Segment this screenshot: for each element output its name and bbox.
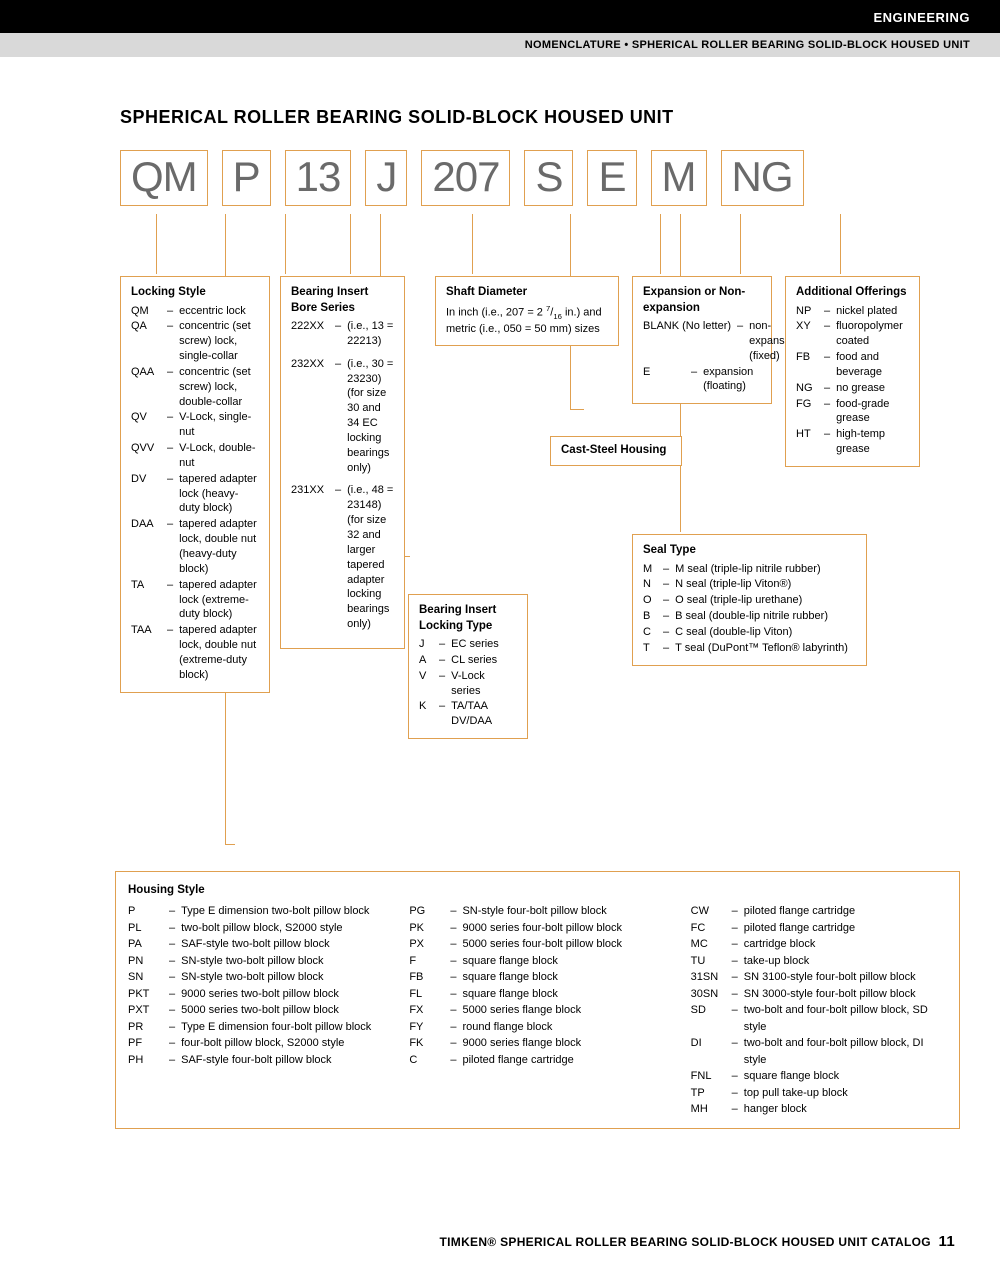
box-shaft-diameter: Shaft Diameter In inch (i.e., 207 = 2 7/… xyxy=(435,276,619,346)
housing-row: SN–SN-style two-bolt pillow block xyxy=(128,969,384,986)
footer-text: TIMKEN® SPHERICAL ROLLER BEARING SOLID-B… xyxy=(440,1235,931,1249)
definition-row: FG–food-grade grease xyxy=(796,397,909,427)
shaft-diameter-text: In inch (i.e., 207 = 2 7/16 in.) and met… xyxy=(446,304,608,337)
heading-housing-style: Housing Style xyxy=(128,882,947,899)
definition-row: 232XX–(i.e., 30 = 23230) (for size 30 an… xyxy=(291,357,394,476)
definition-row: FB–food and beverage xyxy=(796,350,909,380)
definition-row: J–EC series xyxy=(419,637,517,652)
housing-row: PL–two-bolt pillow block, S2000 style xyxy=(128,920,384,937)
heading-locking-type: Bearing Insert Locking Type xyxy=(419,603,517,634)
code-box-13: 13 xyxy=(285,150,352,206)
housing-row: FNL–square flange block xyxy=(691,1068,947,1085)
definition-row: TA–tapered adapter lock (extreme-duty bl… xyxy=(131,578,259,623)
housing-row: PN–SN-style two-bolt pillow block xyxy=(128,953,384,970)
header-category: ENGINEERING xyxy=(873,10,970,25)
box-seal-type: Seal Type M–M seal (triple-lip nitrile r… xyxy=(632,534,867,666)
definition-row: A–CL series xyxy=(419,653,517,668)
housing-row: PK–9000 series four-bolt pillow block xyxy=(409,920,665,937)
heading-bore-series: Bearing Insert Bore Series xyxy=(291,285,394,316)
code-box-j: J xyxy=(365,150,407,206)
connector-lines xyxy=(120,216,955,276)
definition-row: TAA–tapered adapter lock, double nut (ex… xyxy=(131,623,259,682)
definition-row: DAA–tapered adapter lock, double nut (he… xyxy=(131,517,259,576)
definition-row: 222XX–(i.e., 13 = 22213) xyxy=(291,319,394,349)
code-box-s: S xyxy=(524,150,573,206)
header-black-bar: ENGINEERING xyxy=(0,0,1000,33)
definition-row: M–M seal (triple-lip nitrile rubber) xyxy=(643,562,856,577)
code-box-p: P xyxy=(222,150,271,206)
box-housing-style: Housing Style P–Type E dimension two-bol… xyxy=(115,871,960,1129)
box-locking-style: Locking Style QM–eccentric lockQA–concen… xyxy=(120,276,270,693)
housing-row: FB–square flange block xyxy=(409,969,665,986)
definition-row: QAA–concentric (set screw) lock, double-… xyxy=(131,365,259,410)
definition-row: K–TA/TAA DV/DAA xyxy=(419,699,517,729)
housing-row: TP–top pull take-up block xyxy=(691,1085,947,1102)
definition-row: QM–eccentric lock xyxy=(131,304,259,319)
housing-row: FY–round flange block xyxy=(409,1019,665,1036)
box-expansion: Expansion or Non-expansion BLANK (No let… xyxy=(632,276,772,404)
housing-row: PX–5000 series four-bolt pillow block xyxy=(409,936,665,953)
definition-row: T–T seal (DuPont™ Teflon® labyrinth) xyxy=(643,641,856,656)
housing-row: F–square flange block xyxy=(409,953,665,970)
housing-row: TU–take-up block xyxy=(691,953,947,970)
housing-row: MC–cartridge block xyxy=(691,936,947,953)
definition-row: QV–V-Lock, single-nut xyxy=(131,410,259,440)
definition-row: O–O seal (triple-lip urethane) xyxy=(643,593,856,608)
heading-expansion: Expansion or Non-expansion xyxy=(643,285,761,316)
definition-row: C–C seal (double-lip Viton) xyxy=(643,625,856,640)
heading-shaft-diameter: Shaft Diameter xyxy=(446,285,608,301)
header-breadcrumb: NOMENCLATURE • SPHERICAL ROLLER BEARING … xyxy=(525,39,970,51)
heading-locking-style: Locking Style xyxy=(131,285,259,301)
housing-row: CW–piloted flange cartridge xyxy=(691,903,947,920)
definition-row: DV–tapered adapter lock (heavy-duty bloc… xyxy=(131,472,259,517)
code-box-m: M xyxy=(651,150,707,206)
housing-row: 30SN–SN 3000-style four-bolt pillow bloc… xyxy=(691,986,947,1003)
definition-row: XY–fluoropolymer coated xyxy=(796,319,909,349)
definition-row: HT–high-temp grease xyxy=(796,427,909,457)
heading-additional: Additional Offerings xyxy=(796,285,909,301)
housing-row: FL–square flange block xyxy=(409,986,665,1003)
housing-row: SD–two-bolt and four-bolt pillow block, … xyxy=(691,1002,947,1035)
page-title: SPHERICAL ROLLER BEARING SOLID-BLOCK HOU… xyxy=(120,107,955,128)
code-box-e: E xyxy=(587,150,636,206)
housing-row: MH–hanger block xyxy=(691,1101,947,1118)
footer-page-number: 11 xyxy=(939,1233,955,1250)
housing-row: 31SN–SN 3100-style four-bolt pillow bloc… xyxy=(691,969,947,986)
housing-row: PXT–5000 series two-bolt pillow block xyxy=(128,1002,384,1019)
definition-row: B–B seal (double-lip nitrile rubber) xyxy=(643,609,856,624)
definition-row: QA–concentric (set screw) lock, single-c… xyxy=(131,319,259,364)
definition-row: 231XX–(i.e., 48 = 23148) (for size 32 an… xyxy=(291,483,394,631)
code-box-207: 207 xyxy=(421,150,510,206)
heading-seal-type: Seal Type xyxy=(643,543,856,559)
definition-row: N–N seal (triple-lip Viton®) xyxy=(643,577,856,592)
housing-row: PKT–9000 series two-bolt pillow block xyxy=(128,986,384,1003)
housing-row: PH–SAF-style four-bolt pillow block xyxy=(128,1052,384,1069)
nomenclature-code-row: QM P 13 J 207 S E M NG xyxy=(120,150,955,206)
definition-row: NP–nickel plated xyxy=(796,304,909,319)
housing-row: PR–Type E dimension four-bolt pillow blo… xyxy=(128,1019,384,1036)
housing-row: FC–piloted flange cartridge xyxy=(691,920,947,937)
housing-row: PF–four-bolt pillow block, S2000 style xyxy=(128,1035,384,1052)
definition-row: NG–no grease xyxy=(796,381,909,396)
header-grey-bar: NOMENCLATURE • SPHERICAL ROLLER BEARING … xyxy=(0,33,1000,57)
housing-row: FK–9000 series flange block xyxy=(409,1035,665,1052)
housing-row: DI–two-bolt and four-bolt pillow block, … xyxy=(691,1035,947,1068)
page-content: SPHERICAL ROLLER BEARING SOLID-BLOCK HOU… xyxy=(0,57,1000,1149)
housing-row: PG–SN-style four-bolt pillow block xyxy=(409,903,665,920)
code-box-ng: NG xyxy=(721,150,804,206)
housing-row: FX–5000 series flange block xyxy=(409,1002,665,1019)
code-box-qm: QM xyxy=(120,150,208,206)
box-bore-series: Bearing Insert Bore Series 222XX–(i.e., … xyxy=(280,276,405,649)
box-cast-steel: Cast-Steel Housing xyxy=(550,436,682,466)
housing-row: P–Type E dimension two-bolt pillow block xyxy=(128,903,384,920)
box-locking-type: Bearing Insert Locking Type J–EC seriesA… xyxy=(408,594,528,739)
definition-row: QVV–V-Lock, double-nut xyxy=(131,441,259,471)
box-additional: Additional Offerings NP–nickel platedXY–… xyxy=(785,276,920,467)
housing-row: C–piloted flange cartridge xyxy=(409,1052,665,1069)
definition-row: V–V-Lock series xyxy=(419,669,517,699)
housing-row: PA–SAF-style two-bolt pillow block xyxy=(128,936,384,953)
heading-cast-steel: Cast-Steel Housing xyxy=(561,443,671,459)
page-footer: TIMKEN® SPHERICAL ROLLER BEARING SOLID-B… xyxy=(440,1233,955,1250)
